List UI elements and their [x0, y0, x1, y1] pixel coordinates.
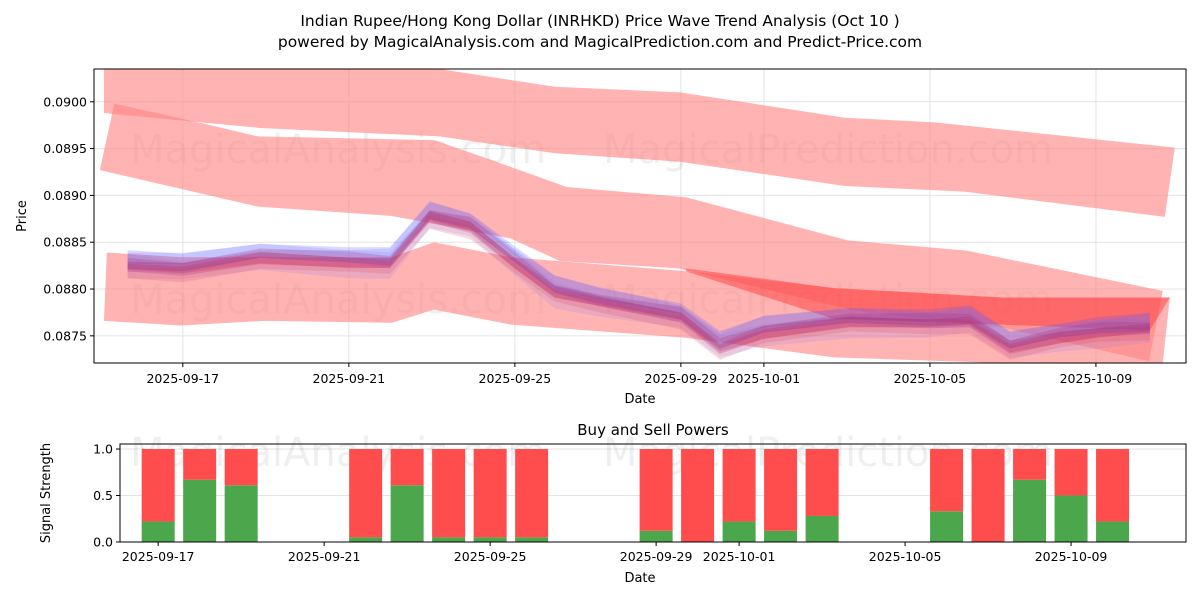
sell-bar: [930, 449, 963, 511]
price-marks: [100, 69, 1175, 363]
sell-bar: [474, 449, 507, 537]
x-tick-label: 2025-09-17: [122, 549, 195, 564]
x-tick-label: 2025-09-25: [454, 549, 527, 564]
x-tick-label: 2025-10-09: [1035, 549, 1108, 564]
y-tick-label: 0.5: [93, 488, 113, 503]
price-ylabel: Price: [15, 200, 30, 232]
sell-bar: [806, 449, 839, 516]
x-tick-label: 2025-09-25: [479, 371, 552, 386]
sell-bar: [349, 449, 382, 537]
sell-bar: [723, 449, 756, 522]
x-tick-label: 2025-10-05: [894, 371, 967, 386]
buy-bar: [930, 511, 963, 542]
y-tick-label: 0.0885: [43, 235, 87, 250]
chart-subtitle: powered by MagicalAnalysis.com and Magic…: [278, 33, 922, 51]
x-tick-label: 2025-09-29: [645, 371, 718, 386]
sell-bar: [640, 449, 673, 531]
y-tick-label: 0.0895: [43, 141, 87, 156]
x-tick-label: 2025-10-05: [869, 549, 942, 564]
chart-title: Indian Rupee/Hong Kong Dollar (INRHKD) P…: [300, 12, 899, 30]
sell-bar: [972, 449, 1005, 542]
y-tick-label: 0.0900: [43, 94, 87, 109]
y-tick-label: 0.0875: [43, 328, 87, 343]
sell-bar: [1013, 449, 1046, 480]
sell-bar: [764, 449, 797, 531]
sell-bar: [183, 449, 216, 480]
y-tick-label: 1.0: [93, 442, 113, 457]
buy-bar: [1055, 496, 1088, 542]
sell-bar: [681, 449, 714, 542]
signal-xlabel: Date: [624, 571, 655, 586]
buy-bar: [391, 485, 424, 542]
sell-bar: [515, 449, 548, 537]
buy-bar: [640, 531, 673, 542]
x-tick-label: 2025-09-21: [313, 371, 386, 386]
signal-plot: Buy and Sell Powers MagicalAnalysis.com …: [39, 421, 1186, 586]
signal-ylabel: Signal Strength: [39, 443, 54, 543]
buy-bar: [723, 522, 756, 542]
buy-bar: [764, 531, 797, 542]
buy-bar: [142, 522, 175, 542]
price-xlabel: Date: [624, 392, 655, 407]
buy-bar: [515, 537, 548, 542]
sell-bar: [1055, 449, 1088, 495]
buy-bar: [432, 537, 465, 542]
buy-bar: [806, 516, 839, 542]
x-tick-label: 2025-09-29: [620, 549, 693, 564]
x-tick-label: 2025-09-21: [288, 549, 361, 564]
x-tick-label: 2025-10-01: [728, 371, 801, 386]
sell-bar: [142, 449, 175, 522]
sell-bar: [225, 449, 258, 485]
x-tick-label: 2025-10-09: [1060, 371, 1133, 386]
buy-bar: [1096, 522, 1129, 542]
sell-bar: [432, 449, 465, 537]
x-tick-label: 2025-10-01: [703, 549, 776, 564]
buy-bar: [349, 537, 382, 542]
buy-bar: [1013, 480, 1046, 542]
y-tick-label: 0.0880: [43, 282, 87, 297]
price-plot: MagicalAnalysis.com MagicalPrediction.co…: [15, 69, 1186, 407]
sell-bar: [391, 449, 424, 485]
x-tick-label: 2025-09-17: [146, 371, 219, 386]
buy-bar: [225, 485, 258, 542]
y-tick-label: 0.0890: [43, 188, 87, 203]
y-tick-label: 0.0: [93, 535, 113, 550]
buy-bar: [183, 480, 216, 542]
sell-bar: [1096, 449, 1129, 522]
buy-bar: [474, 537, 507, 542]
